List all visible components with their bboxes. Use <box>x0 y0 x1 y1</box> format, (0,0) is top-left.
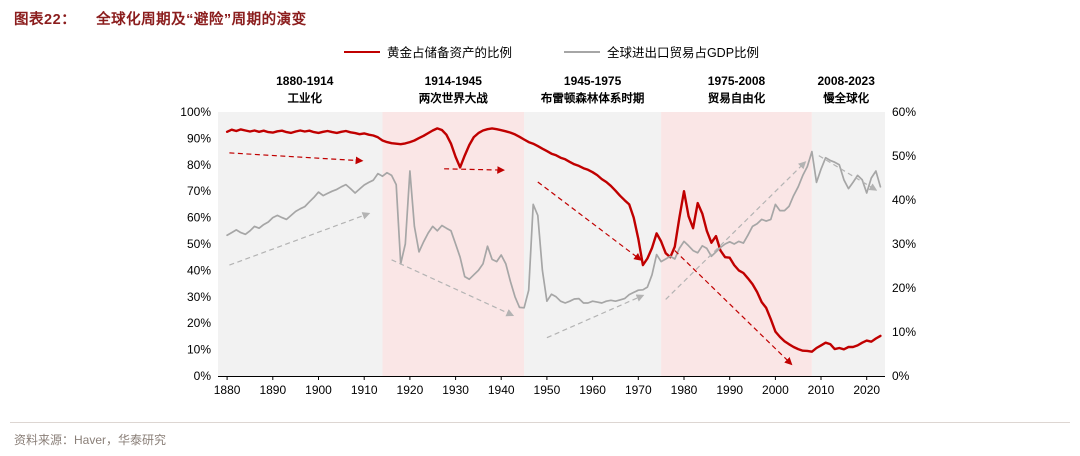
period-name-label: 两次世界大战 <box>419 91 488 105</box>
period-range-label: 1945-1975 <box>564 74 622 88</box>
right-axis-tick-label: 10% <box>892 325 916 339</box>
trend-arrow <box>229 212 371 266</box>
left-axis-tick-label: 70% <box>187 184 211 198</box>
x-axis-tick-label: 1980 <box>671 383 698 397</box>
right-axis-tick-label: 50% <box>892 149 916 163</box>
trend-arrow <box>444 166 506 174</box>
x-axis-tick-label: 2010 <box>808 383 835 397</box>
x-axis-tick-label: 1960 <box>579 383 606 397</box>
period-range-label: 2008-2023 <box>818 74 876 88</box>
left-axis-tick-label: 10% <box>187 343 211 357</box>
x-axis-tick-label: 2020 <box>853 383 880 397</box>
left-axis-tick-label: 0% <box>194 369 212 383</box>
figure-header: 图表22： 全球化周期及“避险”周期的演变 <box>14 8 307 29</box>
legend-line-swatch <box>563 50 600 53</box>
x-axis-tick-label: 1970 <box>625 383 652 397</box>
right-axis-tick-label: 30% <box>892 237 916 251</box>
period-name-label: 贸易自由化 <box>708 91 766 105</box>
left-axis-tick-label: 90% <box>187 131 211 145</box>
x-axis-tick-label: 1900 <box>305 383 332 397</box>
x-axis-tick-label: 1950 <box>534 383 561 397</box>
x-axis-tick-label: 1940 <box>488 383 515 397</box>
series-line-gold-reserves <box>225 127 882 353</box>
right-axis-tick-label: 40% <box>892 193 916 207</box>
x-axis-tick-label: 1880 <box>214 383 241 397</box>
legend-item: 全球进出口贸易占GDP比例 <box>563 42 760 61</box>
trend-arrow <box>546 294 645 339</box>
left-axis-tick-label: 30% <box>187 290 211 304</box>
period-name-label: 工业化 <box>288 91 323 105</box>
left-axis-tick-label: 80% <box>187 158 211 172</box>
trend-arrow <box>391 259 515 317</box>
period-name-label: 慢全球化 <box>823 91 869 105</box>
trend-arrow <box>665 161 807 300</box>
chart-legend: 黄金占储备资产的比例 全球进出口贸易占GDP比例 <box>218 42 885 61</box>
source-note: 资料来源：Haver，华泰研究 <box>10 422 1070 448</box>
period-band <box>524 112 662 376</box>
period-range-label: 1914-1945 <box>425 74 483 88</box>
period-band <box>661 112 812 376</box>
series-line-trade-gdp <box>226 150 882 309</box>
left-axis-tick-label: 50% <box>187 237 211 251</box>
left-axis-tick-label: 60% <box>187 211 211 225</box>
x-axis-tick-label: 1990 <box>716 383 743 397</box>
trend-arrow <box>537 181 642 261</box>
period-range-label: 1880-1914 <box>276 74 334 88</box>
x-axis-tick-label: 1910 <box>351 383 378 397</box>
x-axis-tick-label: 1930 <box>442 383 469 397</box>
legend-label: 黄金占储备资产的比例 <box>386 46 512 60</box>
left-axis-tick-label: 40% <box>187 263 211 277</box>
right-axis-tick-label: 0% <box>892 369 910 383</box>
right-axis-tick-label: 60% <box>892 105 916 119</box>
legend-label: 全球进出口贸易占GDP比例 <box>606 46 760 60</box>
x-axis-tick-label: 2000 <box>762 383 789 397</box>
trend-arrow <box>674 250 793 366</box>
x-axis-tick-label: 1890 <box>259 383 286 397</box>
period-range-label: 1975-2008 <box>708 74 766 88</box>
figure-title: 全球化周期及“避险”周期的演变 <box>96 12 307 28</box>
legend-line-swatch <box>343 50 380 53</box>
x-axis-tick-label: 1920 <box>397 383 424 397</box>
trend-arrow <box>818 155 878 191</box>
left-axis-tick-label: 100% <box>180 105 211 119</box>
period-name-label: 布雷顿森林体系时期 <box>540 91 645 105</box>
trend-arrow <box>229 152 364 165</box>
right-axis-tick-label: 20% <box>892 281 916 295</box>
legend-item: 黄金占储备资产的比例 <box>343 42 512 61</box>
left-axis-tick-label: 20% <box>187 316 211 330</box>
source-text: 资料来源：Haver，华泰研究 <box>14 433 167 447</box>
period-band <box>811 112 885 376</box>
period-band <box>218 112 383 376</box>
figure-label: 图表22： <box>14 12 77 28</box>
